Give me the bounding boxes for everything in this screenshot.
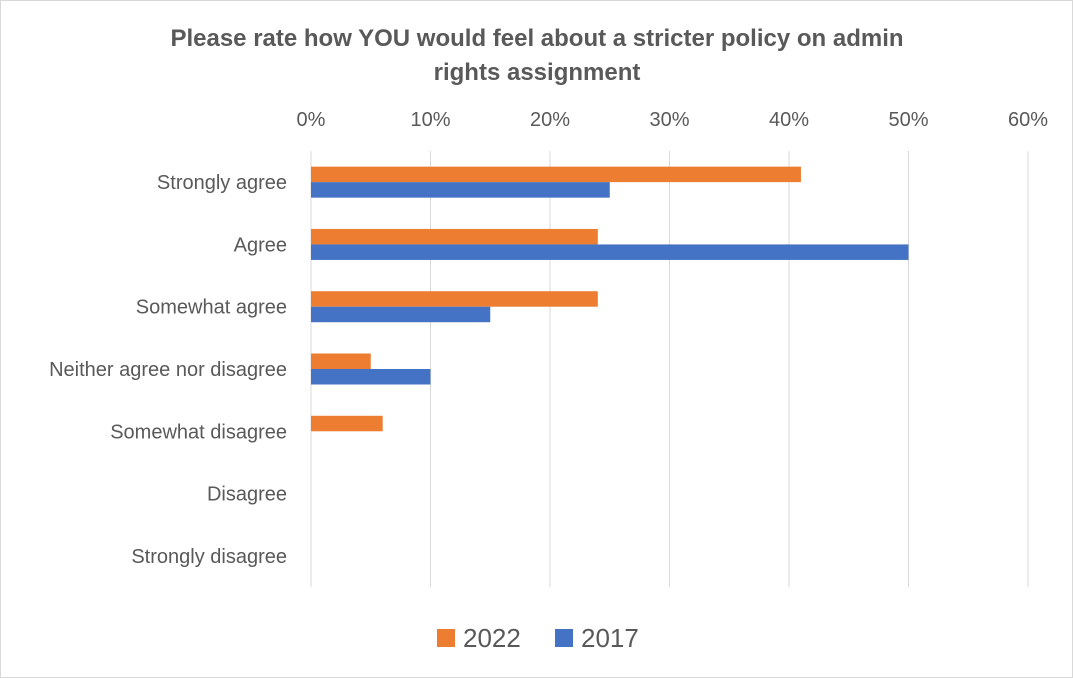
gridlines	[310, 151, 1029, 587]
x-axis-ticks: 0% 10% 20% 30% 40% 50% 60%	[297, 109, 1049, 131]
category-label: Strongly disagree	[131, 546, 287, 568]
category-label: Disagree	[207, 484, 287, 506]
legend-swatch-2017	[555, 629, 573, 647]
x-tick-label: 30%	[649, 109, 689, 131]
category-label: Strongly agree	[157, 172, 287, 194]
category-label: Neither agree nor disagree	[49, 359, 287, 381]
legend-swatch-2022	[437, 629, 455, 647]
x-tick-label: 50%	[888, 109, 928, 131]
category-label: Somewhat agree	[136, 297, 287, 319]
bar-2017-strongly-agree	[311, 182, 610, 198]
bar-2022-agree	[311, 228, 598, 245]
x-tick-label: 0%	[297, 109, 326, 131]
legend: 2022 2017	[437, 623, 639, 653]
legend-label-2017: 2017	[581, 623, 639, 653]
x-tick-label: 60%	[1008, 109, 1048, 131]
bar-2022-neither-agree-nor-disagree	[311, 353, 371, 369]
bar-2017-neither-agree-nor-disagree	[311, 369, 431, 385]
bar-2022-somewhat-disagree	[311, 415, 383, 432]
bar-2022-strongly-agree	[311, 166, 801, 183]
category-label: Agree	[234, 234, 287, 256]
legend-label-2022: 2022	[463, 623, 521, 653]
bar-2017-agree	[311, 244, 909, 260]
category-labels: Strongly agree Agree Somewhat agree Neither…	[49, 172, 287, 568]
category-label: Somewhat disagree	[110, 421, 287, 443]
chart-title-line-2: rights assignment	[434, 59, 641, 86]
bars	[311, 166, 909, 432]
x-tick-label: 40%	[769, 109, 809, 131]
x-tick-label: 10%	[410, 109, 450, 131]
chart-title-line-1: Please rate how YOU would feel about a s…	[170, 25, 903, 52]
x-tick-label: 20%	[530, 109, 570, 131]
bar-2022-somewhat-agree	[311, 291, 598, 307]
bar-2017-somewhat-agree	[311, 306, 491, 323]
